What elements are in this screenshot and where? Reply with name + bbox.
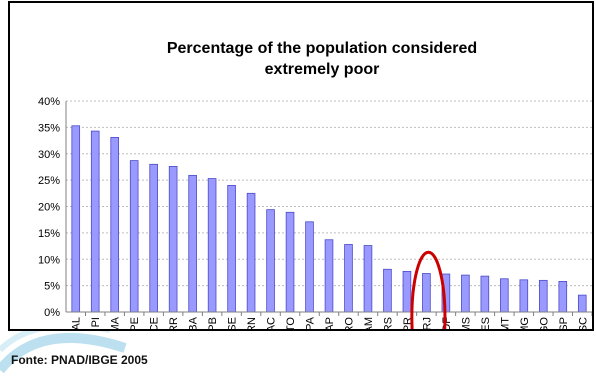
y-tick-label: 15% bbox=[38, 228, 60, 240]
bar-pe bbox=[129, 160, 139, 313]
bar-rr bbox=[168, 166, 178, 313]
highlight-ellipse bbox=[410, 250, 447, 329]
x-tick-label: RR bbox=[168, 317, 180, 329]
bar-ba bbox=[188, 174, 197, 313]
y-tick-label: 10% bbox=[38, 254, 60, 266]
x-tick-label: TO bbox=[285, 317, 297, 329]
x-tick-label: AP bbox=[324, 317, 336, 329]
bar-to bbox=[285, 211, 295, 313]
y-tick-label: 35% bbox=[38, 122, 60, 134]
x-tick-label: MS bbox=[460, 317, 472, 329]
x-tick-label: SE bbox=[227, 317, 239, 329]
x-tick-label: MA bbox=[110, 316, 122, 329]
bar-ap bbox=[324, 239, 334, 313]
x-tick-label: CE bbox=[149, 317, 161, 329]
source-note: Fonte: PNAD/IBGE 2005 bbox=[11, 353, 148, 367]
x-tick-label: PA bbox=[305, 316, 317, 329]
bar-sc bbox=[577, 294, 587, 313]
bar-mt bbox=[500, 278, 509, 313]
x-tick-label: PI bbox=[90, 317, 102, 327]
y-tick-label: 40% bbox=[38, 96, 60, 108]
chart-title-line-1: Percentage of the population considered bbox=[167, 40, 477, 57]
x-tick-label: RN bbox=[246, 317, 258, 329]
x-tick-label: ES bbox=[480, 317, 492, 329]
bar-rs bbox=[383, 268, 392, 313]
x-tick-label: MT bbox=[499, 317, 511, 329]
bar-chart: Percentage of the population considered … bbox=[38, 40, 592, 329]
bar-ro bbox=[344, 244, 353, 313]
y-tick-label: 25% bbox=[38, 175, 60, 187]
y-tick-label: 20% bbox=[38, 202, 60, 214]
x-tick-label: AL bbox=[71, 317, 83, 329]
x-tick-label: SP bbox=[558, 317, 570, 329]
y-tick-label: 0% bbox=[44, 307, 60, 319]
x-tick-label: AC bbox=[266, 317, 278, 329]
x-tick-label: PE bbox=[129, 317, 141, 329]
x-tick-label: SC bbox=[577, 317, 589, 329]
bar-mg bbox=[519, 279, 529, 313]
bar-rn bbox=[246, 192, 256, 313]
bar-go bbox=[539, 279, 548, 313]
bar-se bbox=[227, 184, 236, 313]
bar-rj bbox=[422, 273, 431, 313]
x-tick-label: RJ bbox=[421, 317, 433, 329]
bar-pr bbox=[402, 270, 412, 313]
x-tick-label: BA bbox=[188, 316, 200, 329]
bar-ac bbox=[266, 209, 275, 313]
bar-ce bbox=[149, 163, 158, 313]
x-tick-label: AM bbox=[363, 317, 375, 329]
bar-ms bbox=[461, 274, 470, 313]
bar-sp bbox=[558, 281, 568, 313]
x-tick-label: DF bbox=[441, 317, 453, 329]
bar-pa bbox=[305, 221, 314, 313]
bar-am bbox=[363, 245, 373, 313]
x-tick-label: MG bbox=[519, 317, 531, 329]
x-tick-label: RS bbox=[382, 317, 394, 329]
chart-title-line-2: extremely poor bbox=[265, 61, 380, 78]
bar-pb bbox=[207, 178, 217, 313]
x-tick-label: PB bbox=[207, 317, 219, 329]
bar-es bbox=[480, 275, 490, 313]
x-tick-label: RO bbox=[343, 317, 355, 329]
chart-frame: Percentage of the population considered … bbox=[8, 1, 594, 331]
x-tick-label: GO bbox=[538, 317, 550, 329]
y-tick-label: 30% bbox=[38, 149, 60, 161]
bar-pi bbox=[90, 130, 100, 313]
bar-al bbox=[71, 125, 81, 313]
y-tick-label: 5% bbox=[44, 281, 60, 293]
bar-ma bbox=[110, 136, 120, 313]
